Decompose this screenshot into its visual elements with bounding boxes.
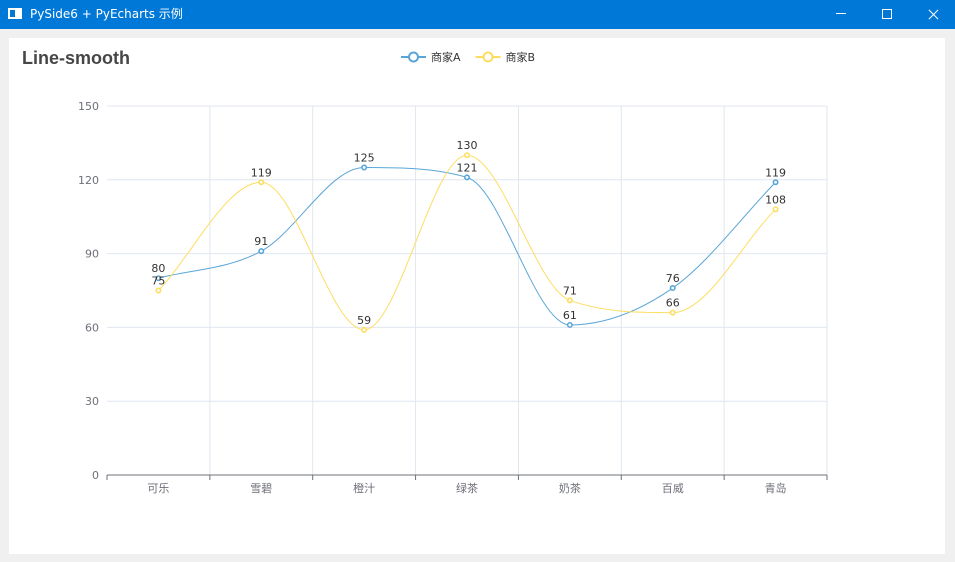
data-label: 130: [457, 139, 478, 152]
data-label: 119: [765, 166, 786, 179]
x-tick-label: 可乐: [147, 482, 169, 495]
legend: 商家A 商家B: [401, 50, 535, 64]
app-window-icon: [8, 8, 22, 19]
data-label: 80: [151, 262, 165, 275]
x-tick-label: 百威: [662, 482, 684, 495]
y-tick-label: 0: [92, 469, 99, 482]
data-label: 121: [457, 161, 478, 174]
x-tick-label: 橙汁: [353, 481, 375, 495]
data-label: 71: [563, 284, 577, 297]
x-tick-label: 奶茶: [559, 481, 581, 495]
chart-panel: Line-smooth 0 30 60 90 120 150 可乐 雪碧 橙汁 绿茶 奶茶 百威 青岛 8…: [9, 38, 945, 554]
data-point: [669, 285, 676, 292]
minimize-icon: [836, 13, 846, 14]
data-point: [772, 179, 779, 186]
data-point: [566, 321, 573, 328]
legend-label: 商家A: [431, 50, 461, 64]
series-1: [155, 164, 779, 328]
data-label: 66: [666, 297, 680, 310]
minimize-button[interactable]: [818, 0, 864, 29]
window-titlebar: PySide6 + PyEcharts 示例: [0, 0, 955, 29]
data-point: [361, 326, 368, 333]
y-tick-label: 150: [78, 100, 99, 113]
legend-label: 商家B: [506, 50, 536, 64]
data-point: [772, 206, 779, 213]
y-tick-label: 90: [85, 248, 99, 261]
data-label: 108: [765, 193, 786, 206]
x-tick-label: 青岛: [765, 481, 787, 495]
x-tick-label: 雪碧: [250, 482, 272, 495]
series-line: [158, 154, 776, 331]
data-point: [566, 297, 573, 304]
line-chart: 0 30 60 90 120 150 可乐 雪碧 橙汁 绿茶 奶茶 百威 青岛 80 91 125 121 61 7…: [78, 50, 828, 495]
data-label: 125: [354, 152, 375, 165]
y-tick-label: 60: [85, 321, 99, 334]
data-label: 75: [151, 275, 165, 288]
data-point: [361, 164, 368, 171]
y-tick-label: 120: [78, 174, 99, 187]
data-label: 119: [251, 166, 272, 179]
data-label: 59: [357, 314, 371, 327]
data-label: 91: [254, 235, 268, 248]
legend-marker: [482, 51, 494, 63]
data-point: [669, 309, 676, 316]
data-point: [463, 174, 470, 181]
legend-marker: [408, 51, 419, 63]
series-line: [158, 166, 776, 326]
data-point: [155, 275, 162, 282]
data-point: [463, 152, 470, 159]
data-label: 76: [666, 272, 680, 285]
data-point: [258, 179, 265, 186]
data-point: [155, 287, 162, 294]
close-button[interactable]: [910, 0, 955, 29]
data-point: [258, 248, 265, 255]
window-title: PySide6 + PyEcharts 示例: [30, 7, 183, 21]
maximize-button[interactable]: [864, 0, 910, 29]
chart-title: Line-smooth: [22, 48, 130, 68]
series-2: [155, 152, 779, 333]
y-tick-label: 30: [85, 395, 99, 408]
x-tick-label: 绿茶: [456, 481, 478, 495]
data-label: 61: [563, 309, 577, 322]
maximize-icon: [882, 9, 892, 19]
